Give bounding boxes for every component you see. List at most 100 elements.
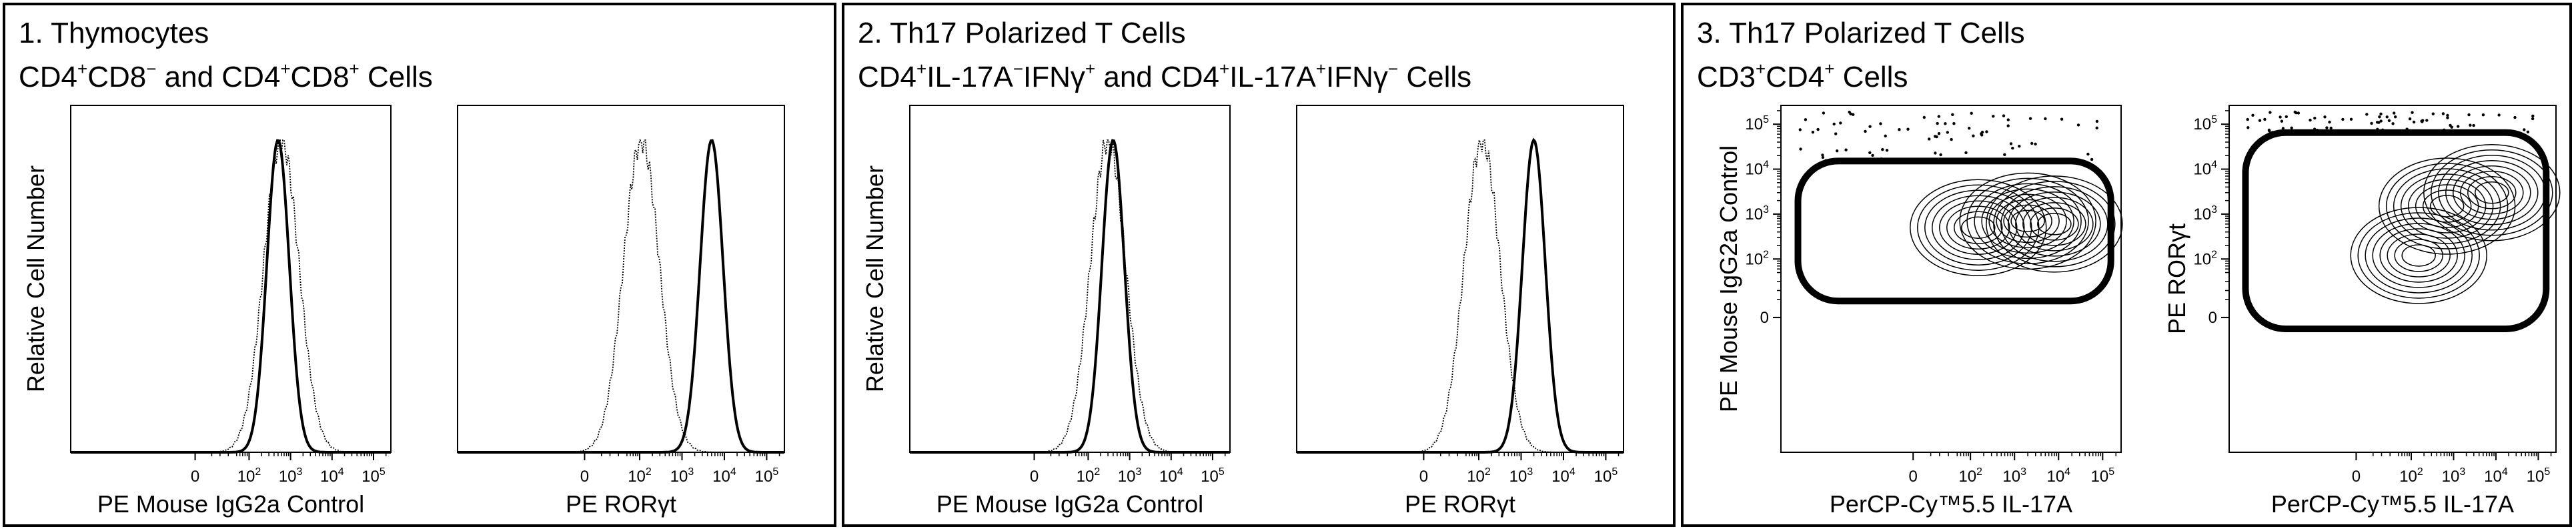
plot-frame — [457, 105, 785, 453]
outlier-dot — [2060, 117, 2064, 121]
contour-line — [2379, 228, 2458, 283]
outlier-dot — [2006, 118, 2010, 121]
contour-line — [2394, 239, 2443, 272]
plot-frame — [1296, 105, 1624, 453]
outlier-dot — [2018, 145, 2021, 148]
outlier-dot — [1868, 151, 1872, 155]
y-tick-label: 103 — [1745, 204, 1769, 223]
x-tick-label: 104 — [1551, 466, 1575, 486]
histogram-chart: 0 102 103 104 105 PE Mouse IgG2a Control Relat… — [22, 105, 392, 518]
contour-line — [1981, 188, 2074, 254]
outlier-dot — [2028, 117, 2032, 120]
outlier-dot — [1885, 149, 1889, 152]
outlier-dot — [2030, 141, 2034, 145]
y-tick-label: 105 — [2193, 114, 2217, 133]
outlier-dot — [2531, 117, 2535, 121]
outlier-dot — [2034, 142, 2037, 146]
contour-line — [2423, 144, 2561, 241]
panel-subheading: CD4+IL-17A−IFNγ+ and CD4+IL-17A+IFNγ− Ce… — [858, 59, 1472, 93]
contour-line — [2030, 207, 2079, 241]
outlier-dot — [2003, 153, 2006, 156]
contour-line — [2422, 189, 2472, 223]
contour-line — [2387, 233, 2451, 278]
outlier-dot — [1821, 153, 1824, 157]
outlier-dot — [2376, 127, 2379, 131]
outlier-dot — [2246, 117, 2249, 121]
outlier-dot — [1968, 127, 1971, 130]
outlier-dot — [1824, 159, 1828, 162]
contour-line — [2393, 168, 2501, 244]
outlier-dot — [1946, 131, 1949, 134]
y-tick-label: 0 — [1760, 309, 1769, 327]
x-tick-label: 105 — [1201, 466, 1225, 486]
outlier-dot — [1884, 134, 1887, 137]
panel-heading: 3. Th17 Polarized T Cells — [1697, 17, 2025, 49]
outlier-dot — [2006, 124, 2010, 127]
outlier-dot — [2258, 119, 2262, 122]
x-tick-label: 103 — [1118, 466, 1142, 486]
outlier-dot — [2328, 120, 2331, 124]
outlier-dot — [1881, 148, 1884, 151]
outlier-dot — [1821, 155, 1825, 159]
outlier-dot — [2263, 117, 2267, 121]
contour-line — [2357, 212, 2480, 299]
outlier-dot — [1852, 113, 1855, 116]
outlier-dot — [1985, 130, 1988, 133]
x-tick-label: 102 — [628, 466, 652, 486]
outlier-dot — [2341, 117, 2345, 121]
outlier-dot — [2446, 116, 2449, 119]
outlier-dot — [2502, 130, 2505, 133]
y-tick-label: 104 — [2193, 159, 2217, 179]
contour-line — [2037, 213, 2072, 235]
outlier-dot — [2443, 128, 2446, 131]
outlier-dot — [2450, 125, 2453, 129]
outlier-dot — [1799, 147, 1802, 151]
outlier-dot — [2329, 126, 2333, 130]
outlier-dot — [2412, 120, 2416, 124]
contour-line — [2475, 181, 2509, 204]
contour-line — [1988, 193, 2067, 249]
contour-line — [2445, 160, 2539, 225]
histogram-chart: 0 102 103 104 105 PE RORγt — [1296, 105, 1624, 518]
outlier-dot — [2297, 111, 2301, 115]
outlier-dot — [2090, 157, 2094, 161]
outlier-dot — [1951, 113, 1954, 116]
y-axis-label: PE RORγt — [2163, 223, 2190, 334]
outlier-dot — [2290, 126, 2293, 129]
x-tick-label: 0 — [2352, 468, 2361, 486]
y-axis-label: Relative Cell Number — [861, 165, 888, 392]
x-tick-label: 104 — [2046, 466, 2070, 486]
histogram-chart: 0 102 103 104 105 PE Mouse IgG2a Control Relat… — [861, 105, 1231, 518]
x-tick-label: 102 — [237, 466, 261, 486]
outlier-dot — [1972, 134, 1975, 137]
outlier-dot — [1950, 137, 1953, 141]
outlier-dot — [2387, 119, 2391, 122]
outlier-dot — [1964, 151, 1968, 155]
contour-plot: 0 102 103 104 105 0 102 103 104 105 PerCP-Cy™5.5 I… — [2163, 105, 2561, 518]
outlier-dot — [2086, 152, 2090, 156]
panel-subheading: CD4+CD8− and CD4+CD8+ Cells — [19, 59, 433, 93]
x-axis-label: PerCP-Cy™5.5 IL-17A — [1830, 490, 2072, 518]
x-axis-label: PerCP-Cy™5.5 IL-17A — [2271, 490, 2514, 518]
outlier-dot — [2378, 115, 2381, 119]
x-tick-label: 0 — [580, 468, 589, 486]
outlier-dot — [2269, 111, 2272, 114]
x-tick-label: 103 — [670, 466, 694, 486]
outlier-dot — [1906, 127, 1910, 131]
outlier-dot — [2324, 130, 2327, 133]
outlier-dot — [1871, 153, 1874, 157]
outlier-dot — [1936, 121, 1939, 125]
outlier-dot — [2315, 129, 2319, 132]
outlier-dot — [2011, 146, 2014, 150]
outlier-dot — [2379, 119, 2383, 123]
outlier-dot — [1811, 131, 1815, 134]
outlier-dot — [2394, 115, 2397, 119]
contour-line — [1910, 179, 2047, 276]
outlier-dot — [2002, 114, 2006, 117]
histogram-series-line — [910, 139, 1230, 453]
contour-line — [1954, 211, 2003, 244]
y-tick-label: 102 — [2193, 249, 2217, 268]
x-axis-label: PE Mouse IgG2a Control — [936, 490, 1203, 518]
contour-line — [2365, 217, 2473, 294]
x-tick-label: 103 — [2002, 466, 2026, 486]
